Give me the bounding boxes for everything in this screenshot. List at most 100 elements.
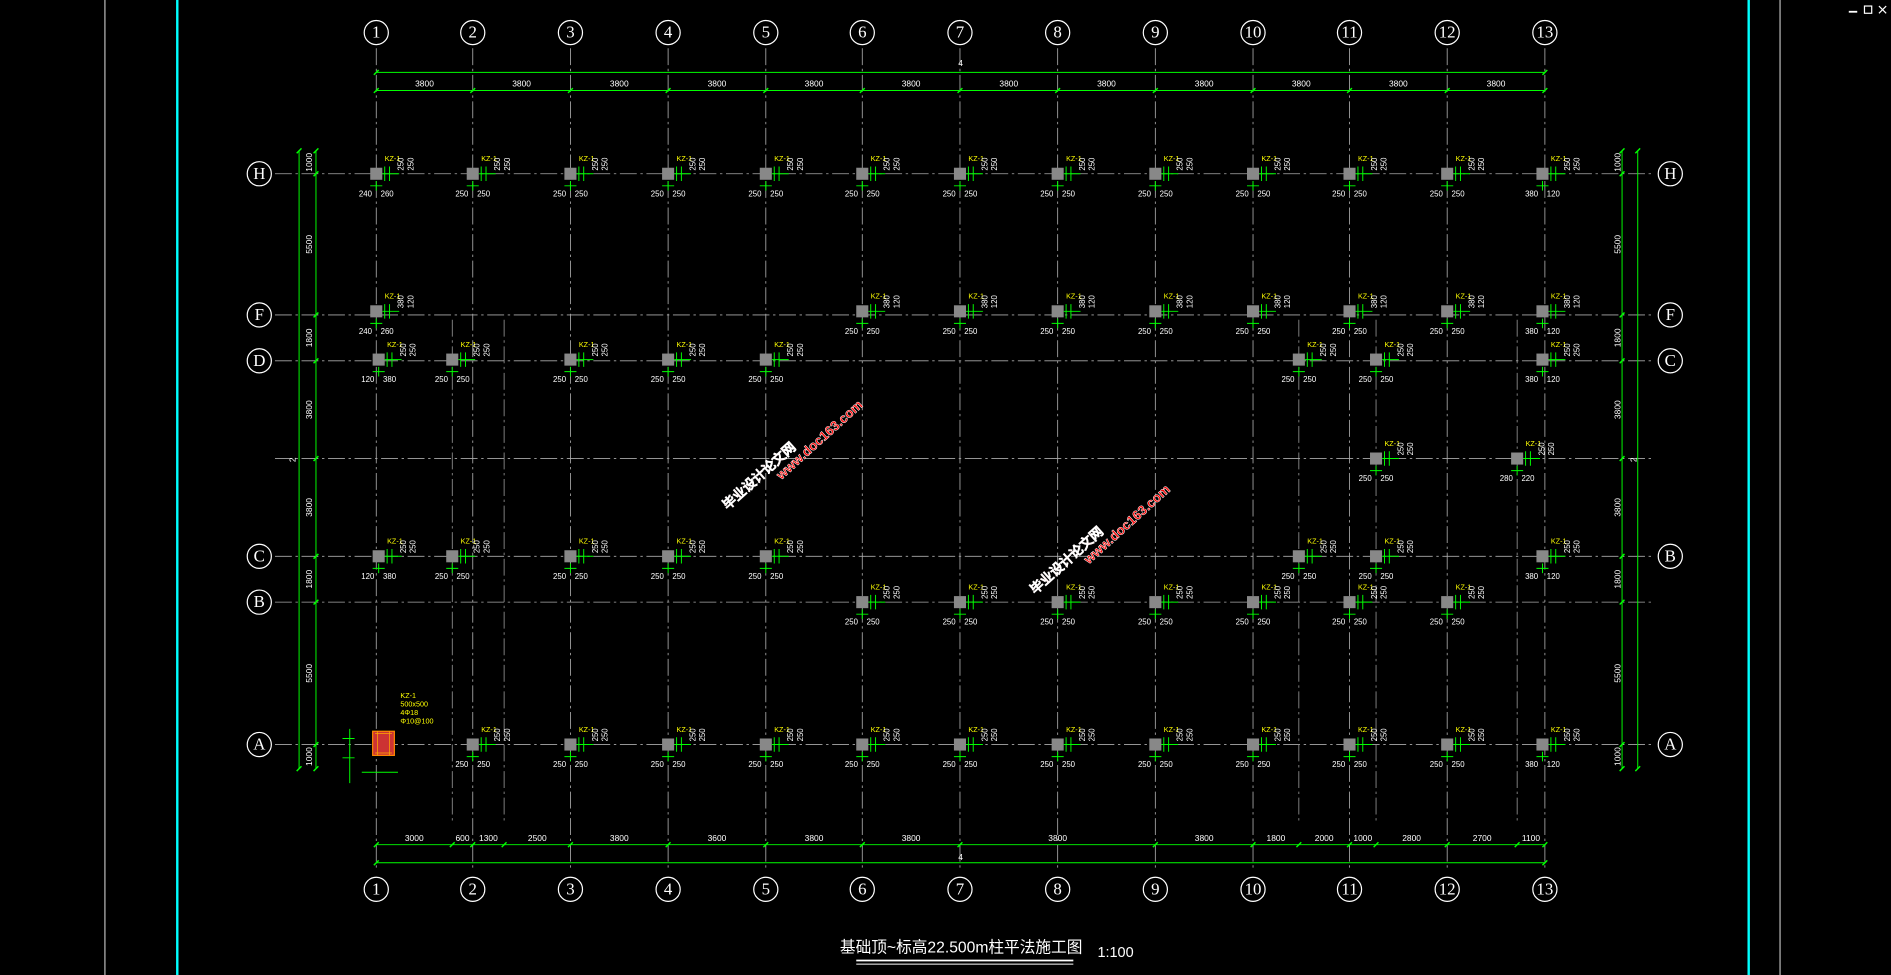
column-dimension: 250 (1380, 157, 1389, 171)
column-dimension: 250 (1078, 728, 1087, 742)
column-dimension: 250 (409, 343, 418, 357)
column-dimension: 250 (698, 539, 707, 553)
column-dimension: 250 (399, 343, 408, 357)
column-dimension: 250 (698, 343, 707, 357)
column-dimension: 120 (361, 572, 375, 581)
dimension-text: 3000 (405, 833, 424, 843)
column-dimension: 250 (672, 375, 686, 384)
column-label: KZ-1 (1261, 583, 1277, 592)
column-section (564, 167, 577, 180)
column-section (1343, 305, 1356, 318)
column-section (1343, 738, 1356, 751)
column-section (1246, 167, 1260, 180)
column-section (466, 738, 479, 751)
axis-bubble (947, 876, 973, 902)
column-section (953, 305, 967, 318)
column-dimension: 250 (1273, 157, 1282, 171)
dimension-tick (1444, 841, 1451, 848)
column-dimension: 250 (1283, 157, 1292, 171)
axis-bubble (753, 876, 779, 902)
dimension-text: 1800 (1613, 570, 1623, 589)
column-dimension: 250 (845, 760, 859, 769)
window-controls[interactable] (1848, 5, 1887, 14)
column-dimension: 250 (1273, 585, 1282, 599)
dimension-text: 3800 (1195, 79, 1214, 89)
column-dimension: 250 (1062, 189, 1076, 198)
column-label: KZ-1 (1066, 583, 1082, 592)
column-section (372, 730, 395, 756)
column-dimension: 250 (1078, 585, 1087, 599)
dimension-tick (313, 170, 319, 177)
column-dimension: 250 (698, 728, 707, 742)
dimension-tick (665, 841, 672, 848)
axis-label: 13 (1536, 879, 1553, 898)
restore[interactable] (1863, 5, 1873, 14)
axis-label: C (1665, 351, 1676, 370)
dimension-tick (1373, 841, 1379, 848)
column-dimension: 380 (1370, 294, 1379, 308)
column-dimension: 250 (672, 760, 686, 769)
column-section (1441, 596, 1454, 609)
column-dimension: 120 (406, 294, 415, 308)
column-dimension: 250 (1359, 572, 1373, 581)
dimension-text: 3800 (610, 79, 629, 89)
column-dimension: 250 (1468, 585, 1477, 599)
column-dimension: 250 (1430, 618, 1444, 627)
column-dimension: 250 (786, 343, 795, 357)
axis-bubble (1434, 876, 1460, 902)
dimension-text: 2 (287, 457, 297, 462)
column-dimension: 250 (600, 539, 609, 553)
axis-bubble (1240, 876, 1266, 902)
dimension-tick (859, 841, 866, 848)
column-label: KZ-1 (677, 537, 693, 546)
column-dimension: 250 (1380, 728, 1389, 742)
column-dimension: 250 (409, 539, 418, 553)
minimize[interactable] (1848, 10, 1858, 13)
column-leader (564, 352, 594, 377)
column-dimension: 250 (1370, 728, 1379, 742)
column-dimension: 380 (883, 294, 892, 308)
column-label: KZ-1 (871, 583, 887, 592)
column-section (1051, 167, 1064, 180)
column-dimension: 260 (381, 189, 395, 198)
axis-label: H (1664, 164, 1676, 183)
column-label: KZ-1 (774, 154, 790, 163)
column-section (662, 738, 675, 751)
column-dimension: 250 (1319, 343, 1328, 357)
dimension-tick (1250, 841, 1256, 848)
column-label: KZ-1 (1066, 725, 1082, 734)
column-dimension: 380 (1273, 294, 1282, 308)
column-dimension: 380 (1525, 760, 1539, 769)
column-section (662, 353, 675, 366)
column-dimension: 250 (964, 760, 978, 769)
axis-label: H (253, 164, 265, 183)
column-section (662, 550, 675, 563)
column-label: KZ-1 (871, 154, 887, 163)
column-leader (1370, 549, 1399, 574)
column-dimension: 250 (1468, 157, 1477, 171)
axis-label: B (1665, 546, 1676, 565)
dimension-text: 3800 (805, 79, 824, 89)
column-leader (1051, 166, 1081, 191)
column-leader (662, 737, 692, 762)
column-dimension: 380 (383, 572, 397, 581)
column-section (1051, 738, 1064, 751)
column-label: KZ-1 (968, 292, 984, 301)
dimension-text: 3800 (902, 79, 921, 89)
rebar-lines (375, 731, 392, 756)
column-leader (1536, 549, 1566, 574)
close[interactable] (1878, 5, 1887, 14)
